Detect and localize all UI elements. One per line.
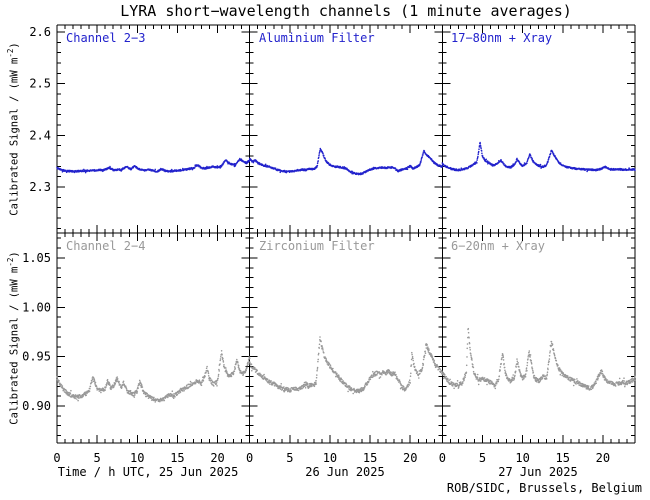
svg-text:15: 15 [170,451,184,465]
y-axis-title-top: Calibrated Signal / (mW m-2) [6,42,21,215]
svg-text:0: 0 [246,451,253,465]
y-axis-title-bottom-sup: -2 [5,257,15,267]
svg-text:1.05: 1.05 [22,251,51,265]
svg-text:10: 10 [515,451,529,465]
svg-text:0.90: 0.90 [22,399,51,413]
svg-text:15: 15 [363,451,377,465]
panel-label-channel-2-4: Channel 2−4 [66,239,146,253]
credit-text: ROB/SIDC, Brussels, Belgium [446,481,642,495]
panel-label-6-20nm-xray: 6−20nm + Xray [451,239,545,253]
x-axis-caption-day3: 27 Jun 2025 [498,465,578,479]
svg-text:5: 5 [94,451,101,465]
svg-text:5: 5 [479,451,486,465]
svg-text:2.3: 2.3 [29,180,51,194]
svg-text:5: 5 [286,451,293,465]
y-axis-title-bottom-close: ) [8,251,21,258]
panel-label-17-80nm-xray: 17−80nm + Xray [451,31,553,45]
panel-label-aluminium-filter: Aluminium Filter [259,31,375,45]
svg-text:2.4: 2.4 [29,128,51,142]
x-axis-caption-day2: 26 Jun 2025 [305,465,385,479]
x-axis-caption-day1: Time / h UTC, 25 Jun 2025 [57,465,239,479]
svg-text:2.6: 2.6 [29,25,51,39]
y-axis-title-bottom-text: Calibrated Signal / (mW m [8,266,21,425]
svg-text:10: 10 [130,451,144,465]
y-axis-title-top-sup: -2 [5,48,15,58]
svg-text:20: 20 [210,451,224,465]
svg-text:15: 15 [556,451,570,465]
svg-text:0.95: 0.95 [22,350,51,364]
svg-text:1.00: 1.00 [22,300,51,314]
svg-text:0: 0 [439,451,446,465]
svg-text:20: 20 [596,451,610,465]
y-axis-title-top-text: Calibrated Signal / (mW m [8,57,21,216]
svg-text:0: 0 [53,451,60,465]
panel-label-channel-2-3: Channel 2−3 [66,31,146,45]
chart-title: LYRA short−wavelength channels (1 minute… [120,2,572,20]
svg-text:10: 10 [323,451,337,465]
svg-text:2.5: 2.5 [29,77,51,91]
panel-label-zirconium-filter: Zirconium Filter [259,239,375,253]
svg-text:20: 20 [403,451,417,465]
y-axis-title-top-close: ) [8,42,21,49]
y-axis-title-bottom: Calibrated Signal / (mW m-2) [6,251,21,424]
